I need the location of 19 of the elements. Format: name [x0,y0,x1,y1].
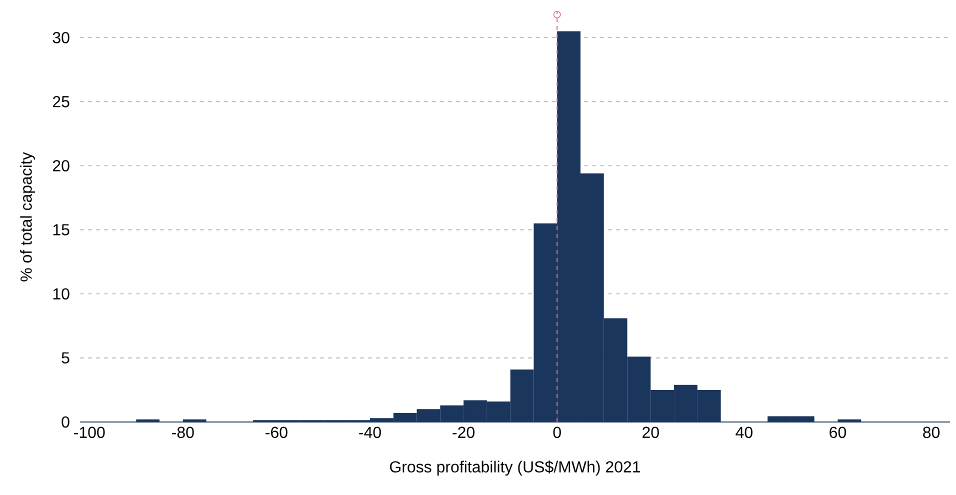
x-tick-label: 60 [830,426,846,438]
y-tick-label: 20 [52,160,70,172]
y-tick-label: 25 [52,96,70,108]
x-tick-label: 0 [553,426,561,438]
x-tick-label: -80 [172,426,194,438]
x-tick-label: 20 [642,426,659,438]
x-tick-label: 40 [736,426,752,438]
x-tick-label: -100 [74,426,105,438]
y-axis-title: % of total capacity [20,152,36,282]
y-tick-label: 15 [53,224,70,236]
y-tick-label: 5 [62,352,70,364]
x-tick-label: -40 [359,426,381,438]
x-tick-label: -60 [266,426,288,438]
x-tick-label: -20 [452,426,474,438]
y-tick-label: 10 [53,288,70,300]
x-axis-title: Gross profitability (US$/MWh) 2021 [390,460,640,476]
y-tick-label: 0 [62,416,70,428]
y-tick-label: 30 [52,32,70,44]
x-tick-label: 80 [923,426,940,438]
